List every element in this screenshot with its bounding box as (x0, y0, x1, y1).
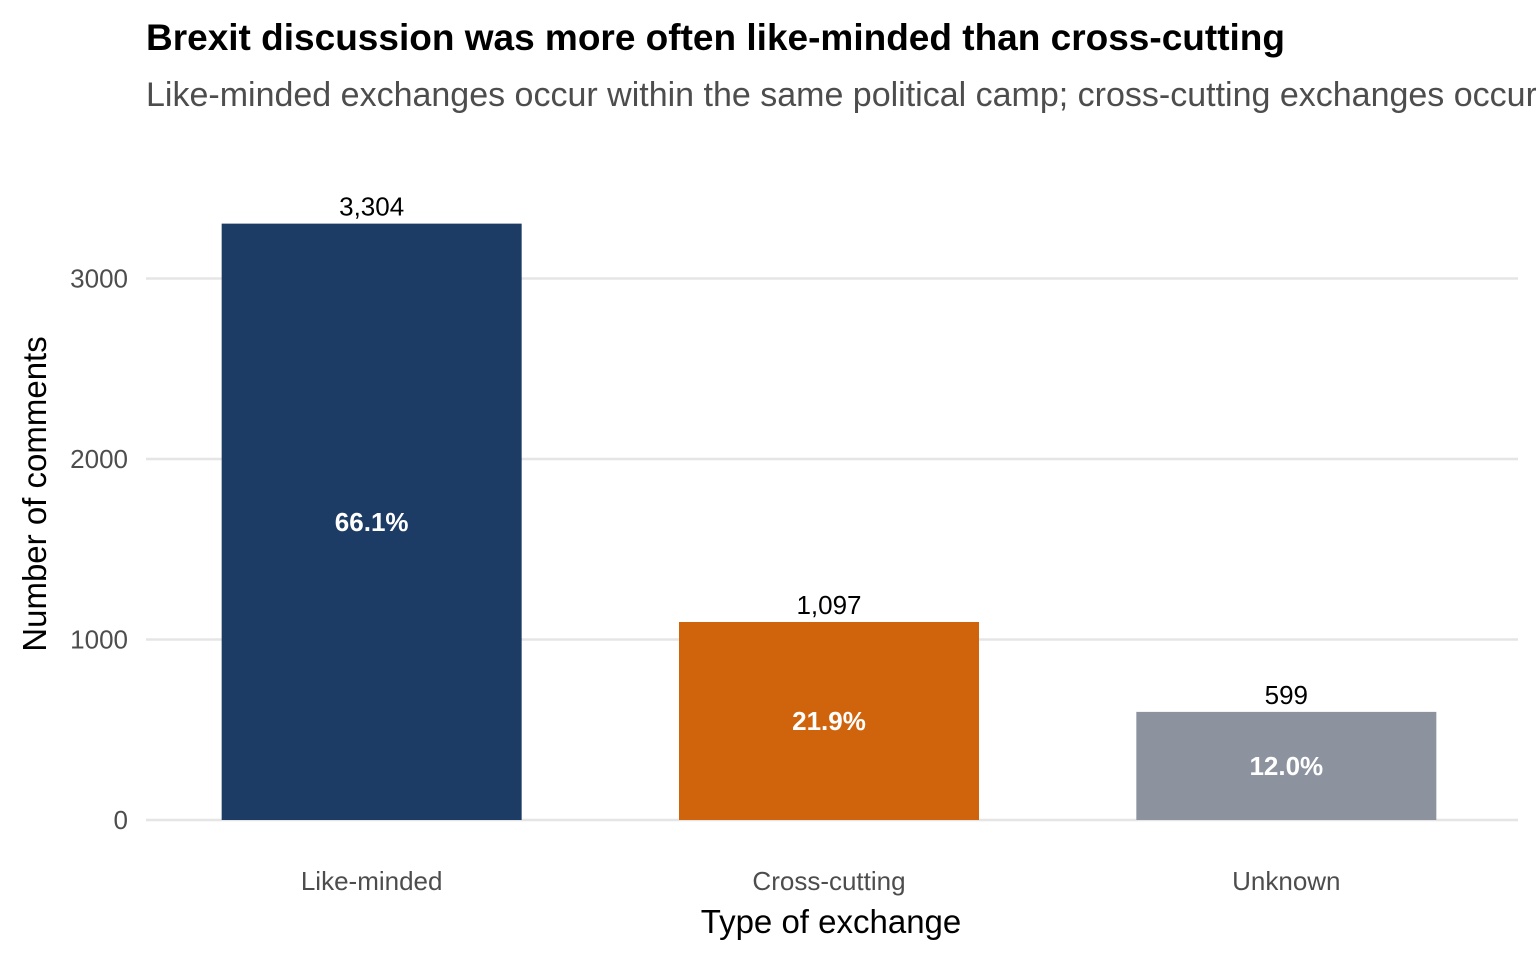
x-tick-label-cross-cutting: Cross-cutting (752, 866, 905, 896)
y-tick-label-2000: 2000 (70, 444, 128, 474)
x-tick-label-like-minded: Like-minded (301, 866, 443, 896)
y-axis-title: Number of comments (16, 336, 53, 651)
y-axis-ticks: 0 1000 2000 3000 (70, 264, 128, 836)
y-tick-label-0: 0 (114, 805, 128, 835)
chart-title: Brexit discussion was more often like-mi… (146, 17, 1285, 58)
percent-label-cross-cutting: 21.9% (792, 706, 866, 736)
bar-like-minded (221, 223, 522, 821)
chart-subtitle: Like-minded exchanges occur within the s… (146, 76, 1536, 114)
x-tick-label-unknown: Unknown (1232, 866, 1340, 896)
y-tick-label-1000: 1000 (70, 625, 128, 655)
bar-cross-cutting (679, 621, 979, 820)
percent-label-like-minded: 66.1% (335, 507, 409, 537)
value-label-cross-cutting: 1,097 (796, 590, 861, 620)
x-axis-ticks: Like-minded Cross-cutting Unknown (301, 866, 1341, 896)
percent-label-unknown: 12.0% (1249, 751, 1323, 781)
value-label-unknown: 599 (1265, 680, 1308, 710)
y-tick-label-3000: 3000 (70, 264, 128, 294)
x-axis-title: Type of exchange (701, 903, 962, 940)
data-labels: 3,304 66.1% 1,097 21.9% 599 12.0% (335, 192, 1323, 781)
bars (221, 223, 1437, 821)
bar-unknown (1136, 711, 1437, 820)
value-label-like-minded: 3,304 (339, 192, 404, 222)
